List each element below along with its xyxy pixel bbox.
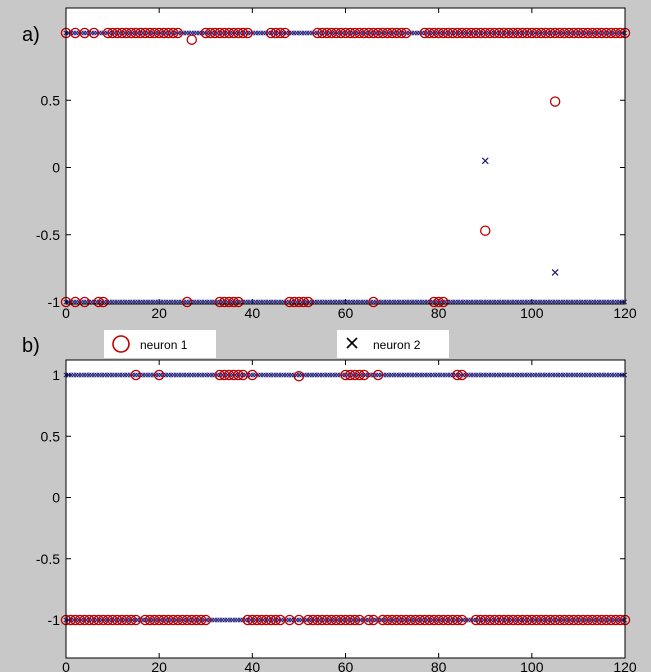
- panel-b-neuron-2-band: [63, 372, 628, 378]
- neuron-1-point: [172, 27, 184, 39]
- panel-b-scatter: 0 20 40 60 80 100 120 -1 -0.5 0 0.5 1: [36, 359, 637, 672]
- panel-a-xtick-label: 20: [151, 305, 167, 321]
- panel-b-xtick-label: 80: [431, 659, 447, 672]
- neuron-1-point: [79, 296, 90, 308]
- neuron-1-point: [88, 27, 100, 39]
- panel-a-ytick-label: 0: [52, 160, 60, 176]
- neuron-2-point: [481, 157, 489, 165]
- panel-a-xtick-label: 80: [431, 305, 447, 321]
- neuron-1-point: [456, 614, 468, 626]
- neuron-1-point: [200, 614, 211, 626]
- neuron-1-point: [275, 27, 286, 39]
- neuron-1-point: [293, 370, 305, 382]
- neuron-1-point: [298, 296, 309, 308]
- panel-b-ytick-label: 0: [52, 490, 60, 506]
- panel-b-xtick-label: 40: [245, 659, 261, 672]
- neuron-1-point: [549, 96, 561, 107]
- neuron-1-point: [242, 27, 253, 39]
- neuron-1-point: [479, 225, 491, 236]
- panel-label-a: a): [22, 24, 40, 46]
- neuron-1-point: [358, 369, 370, 381]
- panel-a-axes-area: [66, 8, 625, 304]
- neuron-1-point: [228, 296, 239, 308]
- panel-b-xtick-label: 120: [613, 659, 637, 672]
- panel-a-ytick-label: -0.5: [36, 227, 60, 243]
- neuron-1-point: [186, 34, 198, 45]
- panel-b-axes-frame: [65, 359, 626, 659]
- neuron-1-point: [233, 296, 244, 308]
- legend-box-neuron-2: [337, 330, 449, 358]
- panel-b-xtick-label: 20: [151, 659, 167, 672]
- panel-b-ytick-label: 1: [52, 367, 60, 383]
- panel-a-xtick-label: 40: [245, 305, 261, 321]
- neuron-1-point: [167, 27, 179, 39]
- legend-marker-neuron-2: [346, 337, 358, 349]
- panel-b-xtick-label: 60: [338, 659, 354, 672]
- neuron-1-point: [98, 296, 109, 308]
- panel-a-ytick-label: -1: [48, 294, 61, 310]
- neuron-1-point: [354, 369, 365, 381]
- neuron-1-point: [125, 614, 137, 626]
- neuron-1-point: [433, 296, 444, 308]
- panel-b-axes-area: [66, 360, 625, 658]
- neuron-1-point: [349, 614, 361, 626]
- legend-label-neuron-1: neuron 1: [140, 338, 188, 352]
- neuron-1-point: [368, 296, 379, 308]
- neuron-1-point: [237, 27, 249, 39]
- neuron-1-point: [452, 614, 463, 626]
- panel-b-ytick-label: -0.5: [36, 551, 60, 567]
- panel-a-xtick-label: 60: [338, 305, 354, 321]
- panel-a-ytick-label: 0.5: [41, 92, 61, 108]
- neuron-1-point: [130, 369, 142, 381]
- panel-a-xtick-label: 100: [520, 305, 544, 321]
- panel-a-axes-frame: [65, 7, 626, 305]
- neuron-1-point: [363, 614, 375, 626]
- neuron-1-point: [372, 369, 384, 381]
- neuron-1-point: [93, 296, 104, 308]
- neuron-1-point: [233, 369, 244, 381]
- panel-b-ytick-label: -1: [48, 612, 61, 628]
- neuron-1-point: [400, 27, 412, 39]
- neuron-1-point: [396, 27, 407, 39]
- panel-b-xtick-label: 0: [62, 659, 70, 672]
- panel-a-xtick-label: 0: [62, 305, 70, 321]
- neuron-1-point: [247, 369, 258, 381]
- panel-a-xtick-label: 120: [613, 305, 637, 321]
- neuron-1-point: [438, 296, 449, 308]
- legend-marker-neuron-1: [112, 335, 130, 353]
- legend-label-neuron-2: neuron 2: [373, 338, 421, 352]
- panel-b-ytick-label: 0.5: [41, 428, 61, 444]
- panel-label-b: b): [22, 335, 40, 357]
- legend: neuron 1 neuron 2: [104, 330, 449, 358]
- neuron-1-point: [181, 296, 193, 308]
- neuron-1-point: [452, 369, 463, 381]
- neuron-1-point: [456, 369, 468, 381]
- neuron-1-point: [153, 369, 165, 381]
- neuron-1-point: [302, 296, 314, 308]
- neuron-1-point: [279, 27, 291, 39]
- panel-a-scatter: 0 20 40 60 80 100 120 -1 -0.5 0 0.5: [36, 7, 637, 321]
- neuron-1-point: [195, 614, 207, 626]
- legend-box-neuron-1: [104, 330, 216, 358]
- neuron-2-point: [551, 268, 559, 276]
- panel-b-xtick-label: 100: [520, 659, 544, 672]
- neuron-1-point: [270, 614, 281, 626]
